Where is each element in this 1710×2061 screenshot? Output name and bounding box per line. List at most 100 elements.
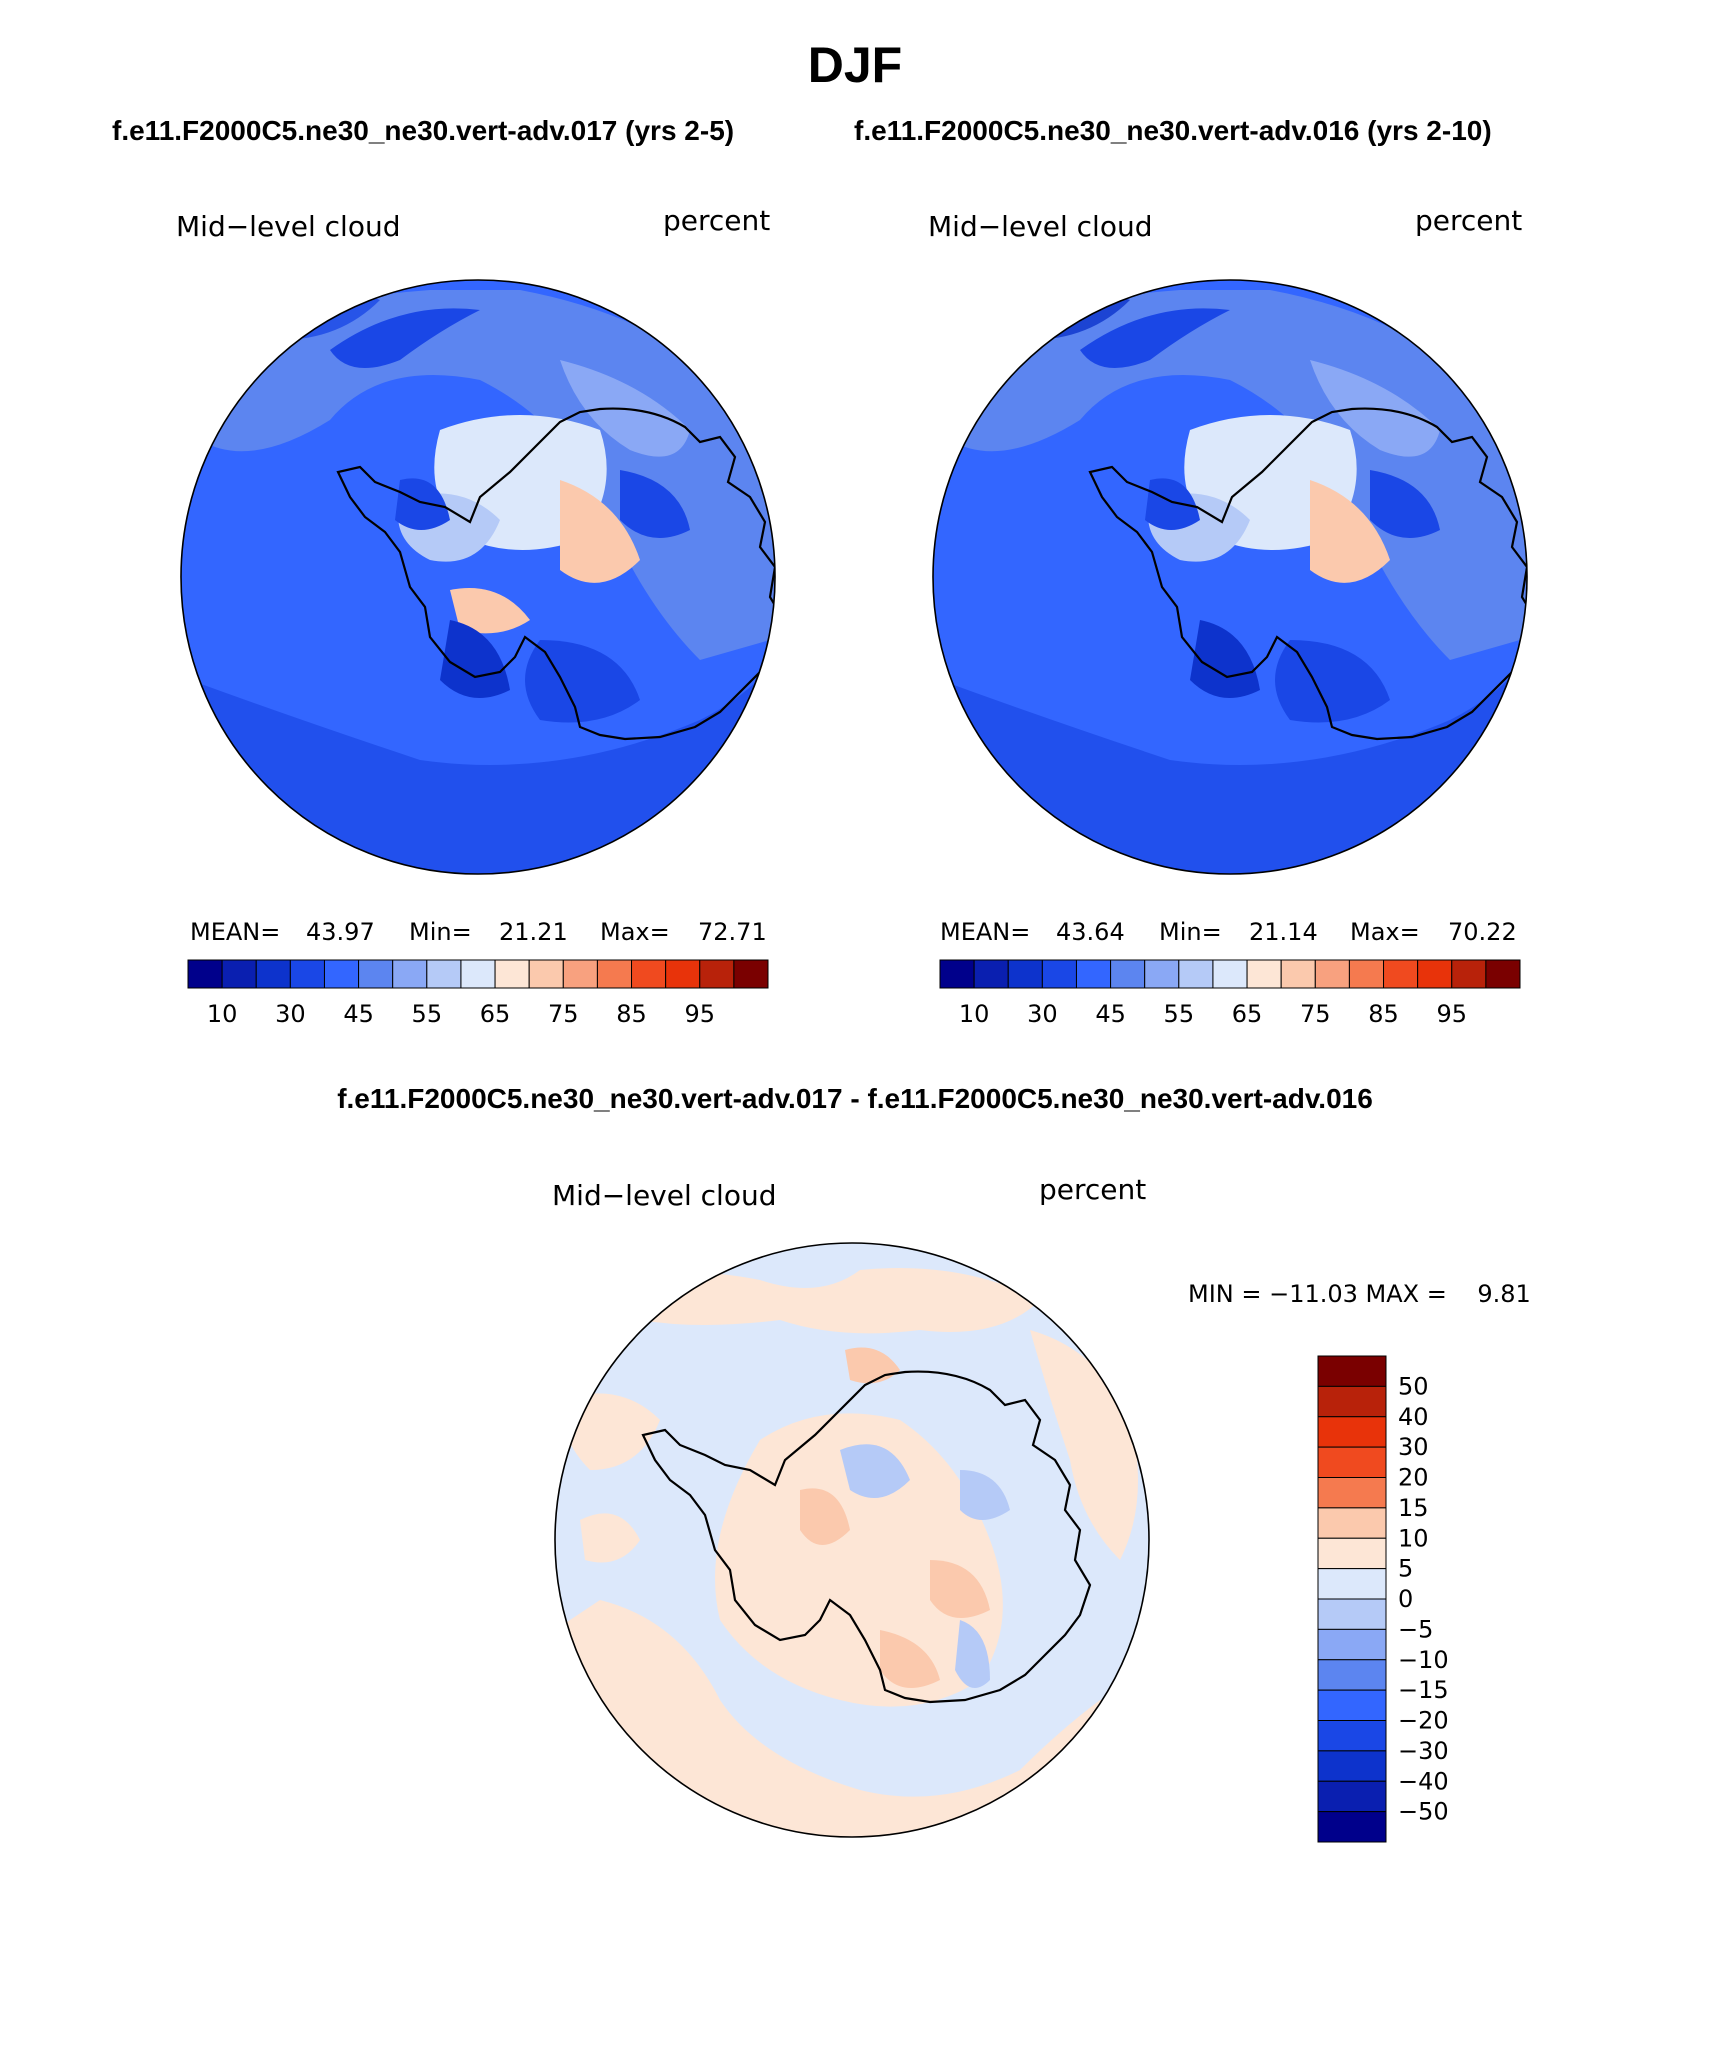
colorbar-left-swatch: [460, 959, 496, 989]
colorbar-diff-tick-label: 30: [1398, 1433, 1429, 1461]
mean-value-left: 43.97: [306, 918, 375, 946]
colorbar-diff: [1317, 1355, 1387, 1843]
colorbar-left-swatch: [494, 959, 530, 989]
colorbar-diff-swatch: [1317, 1355, 1387, 1387]
colorbar-diff-swatch: [1317, 1446, 1387, 1478]
colorbar-right-swatch: [1212, 959, 1248, 989]
mean-value-right: 43.64: [1056, 918, 1125, 946]
colorbar-right-swatch: [1007, 959, 1043, 989]
colorbar-left-swatch: [392, 959, 428, 989]
colorbar-diff-swatch: [1317, 1477, 1387, 1509]
colorbar-left-tick-label: 30: [275, 1000, 306, 1028]
map-diff: [555, 1243, 1149, 1837]
colorbar-left-swatch: [323, 959, 360, 989]
colorbar-diff-swatch: [1317, 1750, 1387, 1782]
diff-title: f.e11.F2000C5.ne30_ne30.vert-adv.017 - f…: [337, 1083, 1373, 1114]
colorbar-left-swatch: [631, 959, 667, 989]
colorbar-right-tick-label: 45: [1095, 1000, 1126, 1028]
min-value-right: 21.14: [1249, 918, 1318, 946]
colorbar-left-swatch: [289, 959, 325, 989]
case-title-right: f.e11.F2000C5.ne30_ne30.vert-adv.016 (yr…: [854, 115, 1492, 146]
colorbar-right-ticks: 10 30 45 55 65 75 85 95: [959, 1000, 1467, 1028]
variable-label-diff: Mid−level cloud: [552, 1179, 776, 1212]
colorbar-left: [187, 959, 769, 989]
max-label-left: Max=: [600, 918, 670, 946]
colorbar-diff-tick-label: 15: [1398, 1494, 1429, 1522]
colorbar-left-tick-label: 85: [616, 1000, 647, 1028]
colorbar-left-tick-label: 65: [480, 1000, 511, 1028]
colorbar-diff-tick-label: 50: [1398, 1372, 1429, 1400]
colorbar-diff-swatch: [1317, 1659, 1387, 1691]
colorbar-diff-swatch: [1317, 1598, 1387, 1630]
colorbar-diff-swatch: [1317, 1568, 1387, 1600]
min-value-left: 21.21: [499, 918, 568, 946]
colorbar-left-swatch: [358, 959, 394, 989]
max-label-right: Max=: [1350, 918, 1420, 946]
colorbar-right-swatch: [1348, 959, 1385, 989]
colorbar-diff-swatch: [1317, 1537, 1387, 1570]
colorbar-right-swatch: [1314, 959, 1350, 989]
units-label-diff: percent: [1039, 1173, 1146, 1206]
colorbar-diff-tick-label: −50: [1398, 1798, 1449, 1826]
colorbar-diff-tick-label: 10: [1398, 1524, 1429, 1552]
panel-left: Mid−level cloud percent MEAN= 43.97 Min=…: [176, 204, 776, 1028]
colorbar-diff-tick-label: 20: [1398, 1464, 1429, 1492]
colorbar-diff-tick-label: −20: [1398, 1707, 1449, 1735]
minmax-label-diff: MIN = −11.03 MAX = 9.81: [1188, 1280, 1531, 1308]
colorbar-right-swatch: [1383, 959, 1419, 989]
colorbar-right-swatch: [1280, 959, 1316, 989]
variable-label-left: Mid−level cloud: [176, 210, 400, 243]
colorbar-left-tick-label: 75: [548, 1000, 579, 1028]
colorbar-left-swatch: [733, 959, 769, 989]
min-label-right: Min=: [1159, 918, 1222, 946]
map-left-outline: [180, 279, 776, 875]
colorbar-diff-swatch: [1317, 1507, 1387, 1539]
colorbar-right-swatch: [1417, 959, 1453, 989]
case-title-left: f.e11.F2000C5.ne30_ne30.vert-adv.017 (yr…: [112, 115, 734, 146]
colorbar-left-tick-label: 95: [684, 1000, 715, 1028]
colorbar-right-swatch: [1041, 959, 1077, 989]
figure-title: DJF: [808, 37, 902, 93]
colorbar-left-swatch: [426, 959, 462, 989]
colorbar-right: [939, 959, 1521, 989]
colorbar-left-swatch: [528, 959, 564, 989]
map-right: [933, 280, 1527, 874]
map-left: [181, 280, 775, 874]
max-value-left: 72.71: [698, 918, 767, 946]
colorbar-left-swatch: [699, 959, 735, 989]
variable-label-right: Mid−level cloud: [928, 210, 1152, 243]
colorbar-right-swatch: [1246, 959, 1282, 989]
colorbar-diff-tick-label: 0: [1398, 1585, 1413, 1613]
colorbar-diff-swatch: [1317, 1416, 1387, 1448]
colorbar-diff-tick-label: 5: [1398, 1555, 1413, 1583]
colorbar-right-swatch: [939, 959, 975, 989]
colorbar-left-swatch: [562, 959, 598, 989]
colorbar-diff-swatch: [1317, 1689, 1387, 1721]
colorbar-left-swatch: [665, 959, 701, 989]
colorbar-right-tick-label: 65: [1232, 1000, 1263, 1028]
colorbar-right-tick-label: 85: [1368, 1000, 1399, 1028]
colorbar-right-tick-label: 95: [1436, 1000, 1467, 1028]
colorbar-diff-tick-label: −10: [1398, 1646, 1449, 1674]
colorbar-right-swatch: [1451, 959, 1487, 989]
colorbar-diff-swatch: [1317, 1780, 1387, 1813]
colorbar-left-swatch: [187, 959, 223, 989]
colorbar-right-swatch: [1144, 959, 1180, 989]
colorbar-left-tick-label: 45: [343, 1000, 374, 1028]
colorbar-diff-tick-label: −30: [1398, 1737, 1449, 1765]
colorbar-left-tick-label: 10: [207, 1000, 238, 1028]
colorbar-right-tick-label: 75: [1300, 1000, 1331, 1028]
mean-label-right: MEAN=: [940, 918, 1030, 946]
units-label-left: percent: [663, 204, 770, 237]
colorbar-diff-tick-label: −40: [1398, 1767, 1449, 1795]
colorbar-diff-swatch: [1317, 1811, 1387, 1843]
colorbar-diff-tick-label: −5: [1398, 1615, 1433, 1643]
panel-diff: Mid−level cloud percent MIN = −11.03 MAX…: [552, 1173, 1531, 1843]
map-right-outline: [932, 279, 1528, 875]
colorbar-right-swatch: [1485, 959, 1521, 989]
colorbar-right-swatch: [1178, 959, 1214, 989]
colorbar-diff-swatch: [1317, 1385, 1387, 1418]
colorbar-left-swatch: [221, 959, 257, 989]
